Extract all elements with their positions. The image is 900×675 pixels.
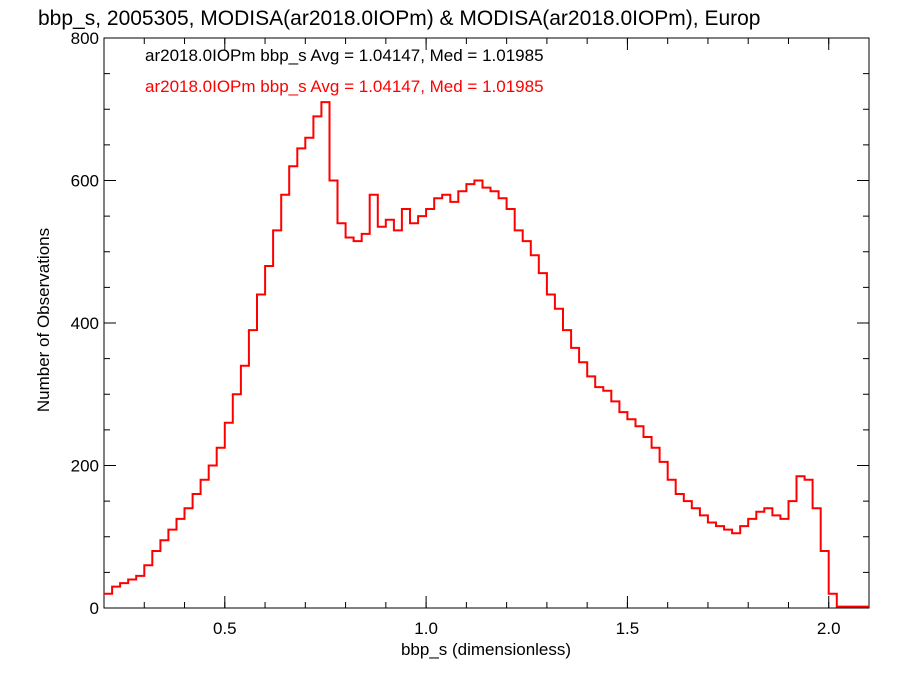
plot-frame (103, 37, 870, 609)
y-tick-label: 200 (71, 457, 99, 476)
x-tick-label: 0.5 (213, 619, 237, 638)
x-axis: 0.5 1.0 1.5 2.0 (143, 38, 841, 638)
legend-entry-red: ar2018.0IOPm bbp_s Avg = 1.04147, Med = … (145, 77, 544, 96)
y-tick-label: 800 (71, 29, 99, 48)
legend-entry-black: ar2018.0IOPm bbp_s Avg = 1.04147, Med = … (145, 46, 544, 65)
series-line (104, 101, 869, 608)
x-axis-title: bbp_s (dimensionless) (401, 640, 571, 659)
y-axis: 0 200 400 600 800 (71, 29, 869, 618)
y-tick-label: 0 (90, 599, 99, 618)
x-tick-label: 1.0 (414, 619, 438, 638)
y-tick-label: 600 (71, 172, 99, 191)
y-axis-title: Number of Observations (34, 228, 53, 412)
chart-title: bbp_s, 2005305, MODISA(ar2018.0IOPm) & M… (38, 7, 761, 30)
x-tick-label: 2.0 (817, 619, 841, 638)
y-tick-label: 400 (71, 314, 99, 333)
x-tick-label: 1.5 (616, 619, 640, 638)
